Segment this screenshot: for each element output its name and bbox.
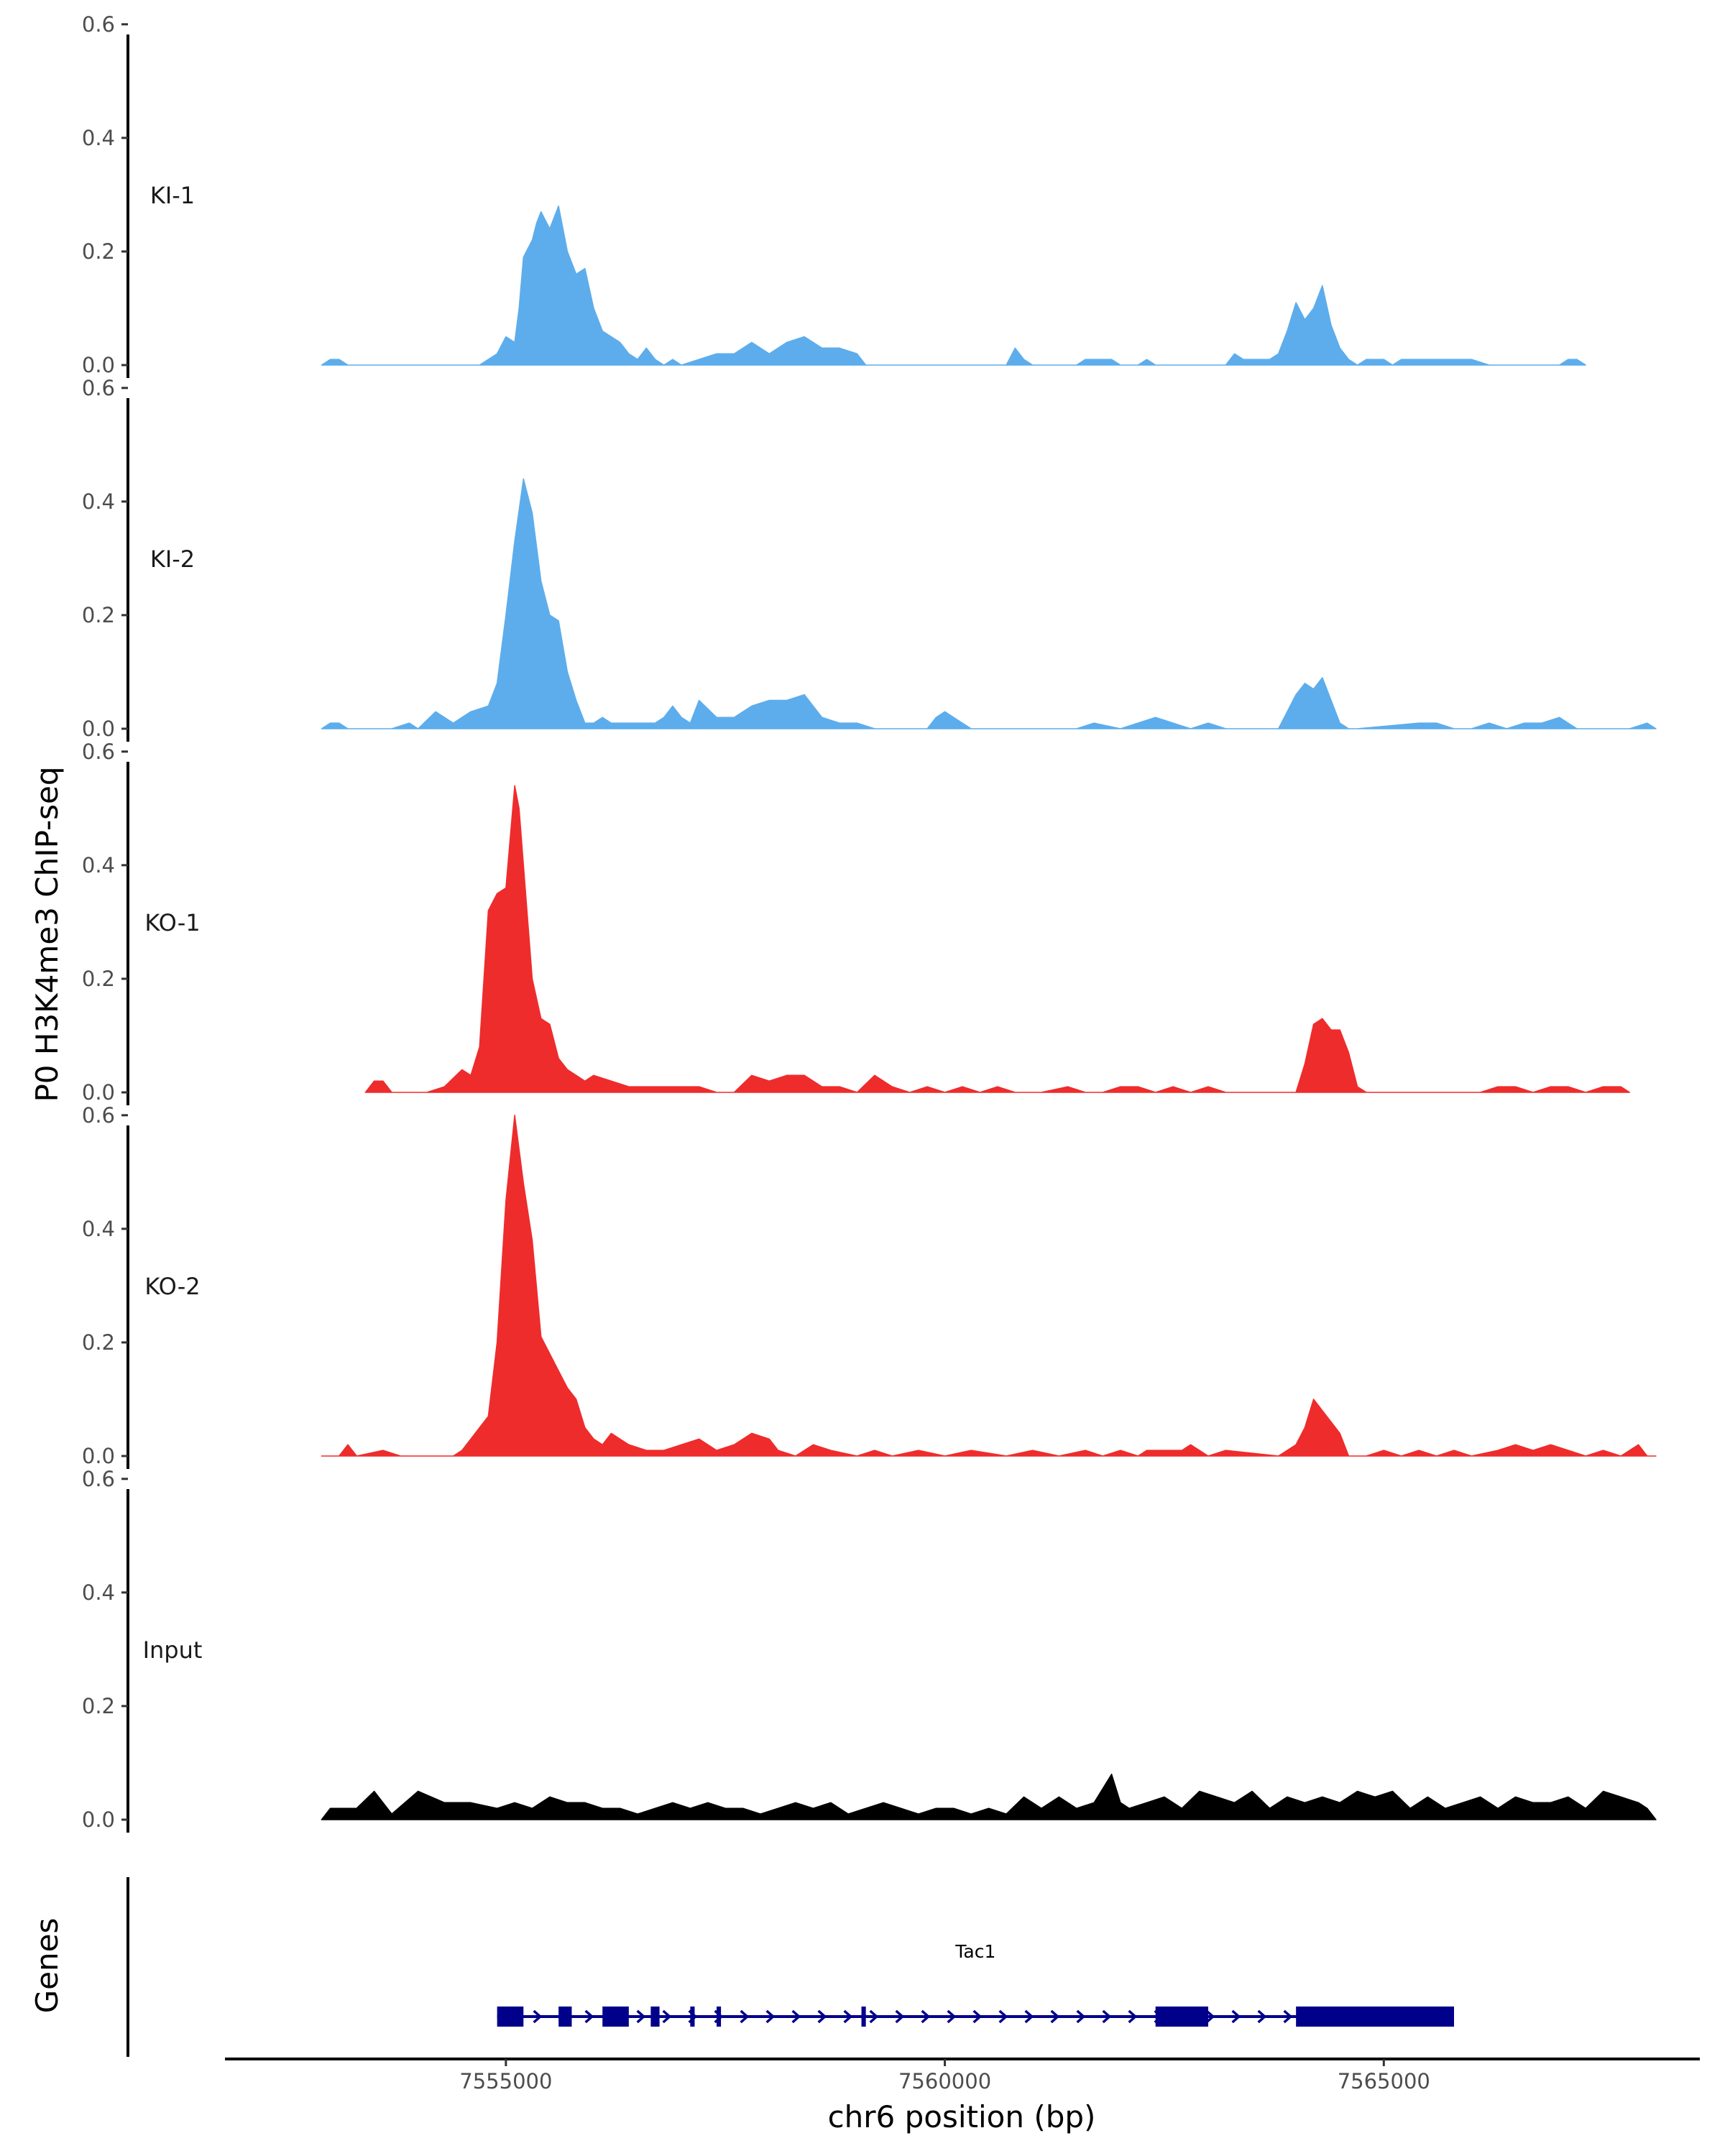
gene-track-title: Genes [29,1918,65,2014]
strand-arrow-icon [1050,2009,1060,2024]
coverage-area-ko-2 [321,1115,1657,1457]
strand-arrow-icon [1076,2009,1086,2024]
exon-block [650,2007,660,2027]
coverage-tracks: 0.00.20.40.6KI-10.00.20.40.6KI-20.00.20.… [82,12,1657,1833]
strand-arrow-icon [1283,2009,1293,2024]
y-tick-label: 0.6 [82,740,115,764]
y-tick-label: 0.6 [82,1103,115,1128]
strand-arrow-icon [972,2009,983,2024]
strand-arrow-icon [1102,2009,1112,2024]
x-axis-title: chr6 position (bp) [828,2099,1096,2134]
coverage-area-ki-2 [321,478,1657,729]
strand-arrow-icon [584,2009,594,2024]
strand-arrow-icon [1024,2009,1034,2024]
coverage-area-ki-1 [321,205,1586,366]
strand-arrow-icon [921,2009,931,2024]
exon-block [602,2007,629,2027]
track-label: KO-2 [144,1273,200,1300]
y-tick-label: 0.0 [82,1080,115,1105]
track-label: KI-1 [150,182,195,209]
strand-arrow-icon [895,2009,905,2024]
strand-arrow-icon [791,2009,801,2024]
track-input: 0.0 0.2 0.4 0.6 Input [82,1467,1657,1833]
track-ko-1: 0.0 0.2 0.4 0.6 KO-1 [82,740,1631,1105]
strand-arrow-icon [765,2009,776,2024]
y-tick-label: 0.4 [82,489,115,514]
exon-block [558,2007,572,2027]
coverage-area-ko-1 [364,785,1631,1093]
strand-arrow-icon [740,2009,750,2024]
strand-arrow-icon [998,2009,1008,2024]
exon-block [1296,2007,1454,2027]
strand-arrow-icon [869,2009,879,2024]
strand-arrow-icon [1231,2009,1241,2024]
x-tick-label: 7555000 [459,2069,552,2093]
strand-arrow-icon [662,2009,672,2024]
x-tick-label: 7560000 [898,2069,991,2093]
y-tick-label: 0.2 [82,239,115,264]
y-tick-label: 0.0 [82,717,115,741]
strand-arrow-icon [817,2009,827,2024]
y-tick-label: 0.4 [82,853,115,877]
track-label: KI-2 [150,545,195,573]
gene-name-label: Tac1 [954,1941,995,1962]
strand-arrow-icon [1257,2009,1267,2024]
track-label: KO-1 [144,909,200,936]
y-tick-label: 0.2 [82,603,115,627]
y-tick-label: 0.6 [82,376,115,400]
coverage-area-input [321,1774,1657,1820]
track-ki-2: 0.0 0.2 0.4 0.6 KI-2 [82,376,1657,742]
y-tick-label: 0.4 [82,1580,115,1605]
y-tick-label: 0.0 [82,1807,115,1832]
strand-arrow-icon [1128,2009,1138,2024]
strand-arrow-icon [533,2009,543,2024]
y-tick-label: 0.4 [82,1217,115,1241]
y-tick-label: 0.0 [82,353,115,377]
y-tick-label: 0.6 [82,12,115,37]
x-axis: 7555000 7560000 7565000 [225,2058,1700,2093]
exon-block [717,2007,722,2027]
y-tick-label: 0.2 [82,1694,115,1718]
y-tick-label: 0.2 [82,1330,115,1355]
strand-arrow-icon [947,2009,957,2024]
track-ki-1: 0.0 0.2 0.4 0.6 KI-1 [82,12,1586,378]
gene-track: Tac1 [126,1877,1454,2057]
exon-block [861,2007,866,2027]
exon-block [690,2007,695,2027]
y-axis-title: P0 H3K4me3 ChIP-seq [29,766,65,1102]
track-ko-2: 0.0 0.2 0.4 0.6 KO-2 [82,1103,1657,1469]
y-tick-label: 0.2 [82,967,115,991]
strand-arrow-icon [843,2009,853,2024]
y-tick-label: 0.4 [82,126,115,150]
strand-arrow-icon [1205,2009,1215,2024]
exon-block [497,2007,524,2027]
y-tick-label: 0.0 [82,1444,115,1468]
strand-arrow-icon [636,2009,646,2024]
x-tick-label: 7565000 [1338,2069,1430,2093]
exon-block [1155,2007,1208,2027]
track-label: Input [143,1636,203,1664]
y-tick-label: 0.6 [82,1467,115,1491]
